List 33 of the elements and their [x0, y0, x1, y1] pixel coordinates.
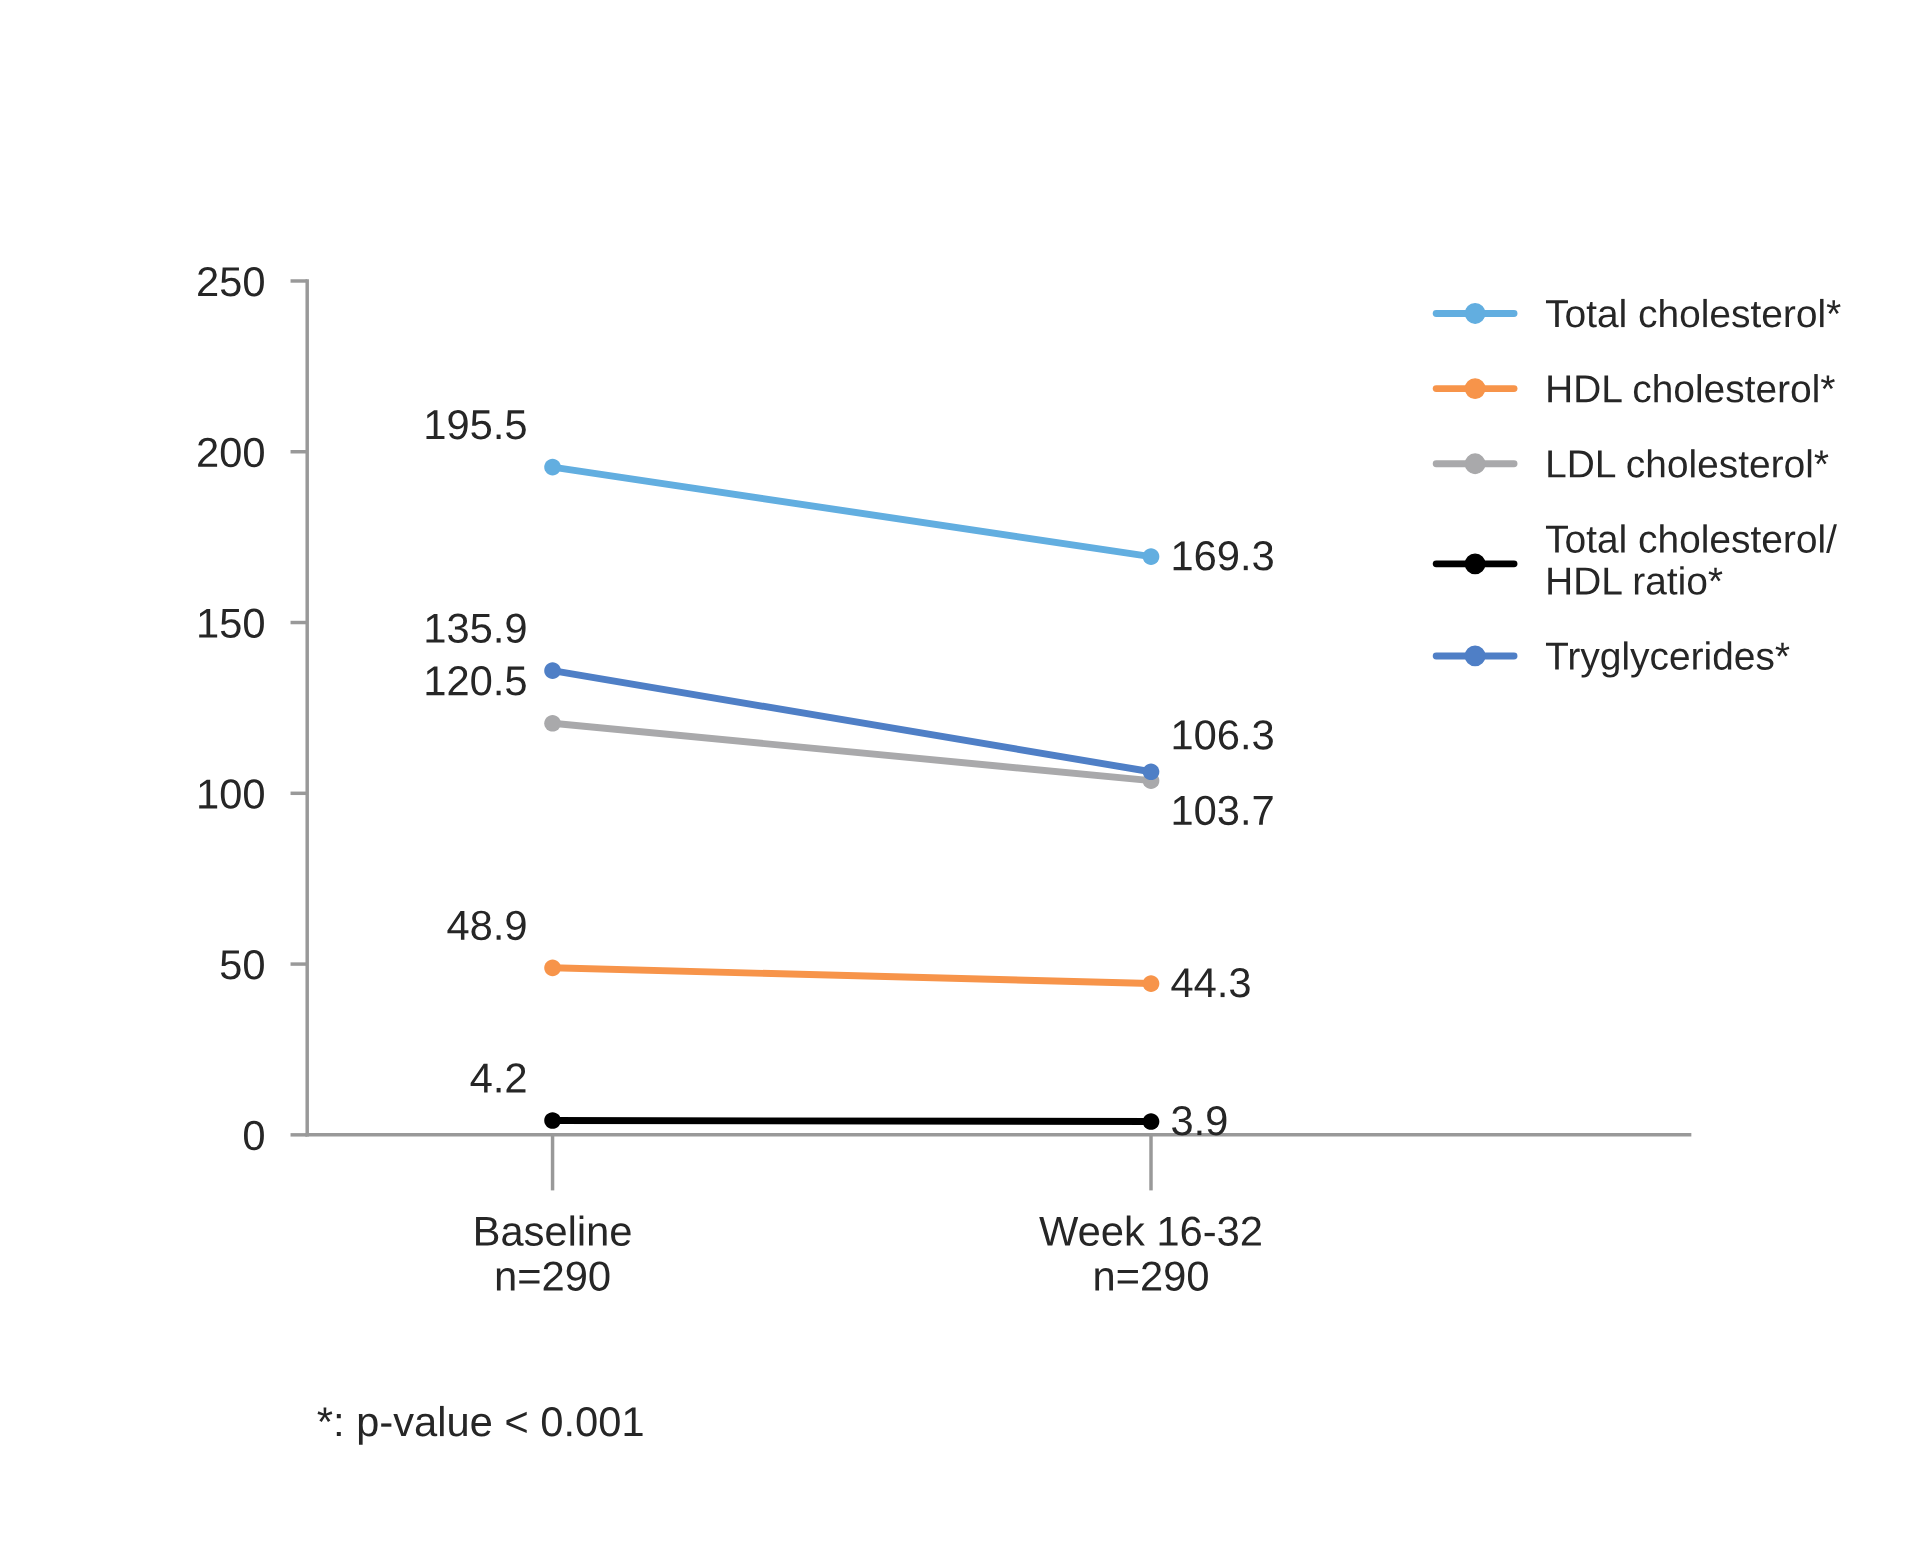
y-tick-label: 50	[220, 950, 264, 980]
legend-label: HDL cholesterol*	[1548, 374, 1835, 403]
point	[1142, 548, 1160, 565]
data-label: 195.5	[426, 409, 526, 440]
legend-label: Tryglycerides*	[1545, 641, 1790, 678]
data-label: 3.9	[1172, 1105, 1227, 1136]
point	[544, 714, 561, 732]
data-label: 106.3	[1173, 720, 1273, 750]
legend-label: LDL cholesterol*	[1548, 449, 1829, 478]
point	[1142, 975, 1160, 992]
data-label: 135.9	[426, 613, 526, 643]
y-tick-label: 100	[199, 779, 264, 809]
legend-label: Total cholesterol/ HDL ratio*	[1545, 524, 1837, 595]
point	[544, 458, 561, 476]
y-tick-label: 150	[199, 608, 264, 639]
data-label: 103.7	[1173, 795, 1273, 826]
legend-label: Total cholesterol*	[1545, 298, 1841, 328]
point	[1142, 1113, 1160, 1130]
point	[1142, 763, 1160, 781]
y-tick-label: 200	[198, 437, 264, 468]
data-label: 48.9	[447, 910, 526, 941]
data-label: 44.3	[1171, 968, 1250, 998]
point	[544, 1112, 561, 1129]
y-tick-label: 0	[243, 1120, 264, 1151]
text: *: p-value < 0.001	[317, 1405, 643, 1445]
data-label: 4.2	[470, 1063, 526, 1093]
x-tick-label: Week 16-32 n=290	[1039, 1215, 1261, 1291]
data-label: 169.3	[1173, 541, 1273, 571]
y-tick-label: 250	[198, 266, 264, 297]
point	[544, 662, 561, 680]
data-label: 120.5	[426, 666, 526, 696]
point	[544, 959, 561, 977]
x-tick-label: Baseline n=290	[476, 1215, 631, 1291]
